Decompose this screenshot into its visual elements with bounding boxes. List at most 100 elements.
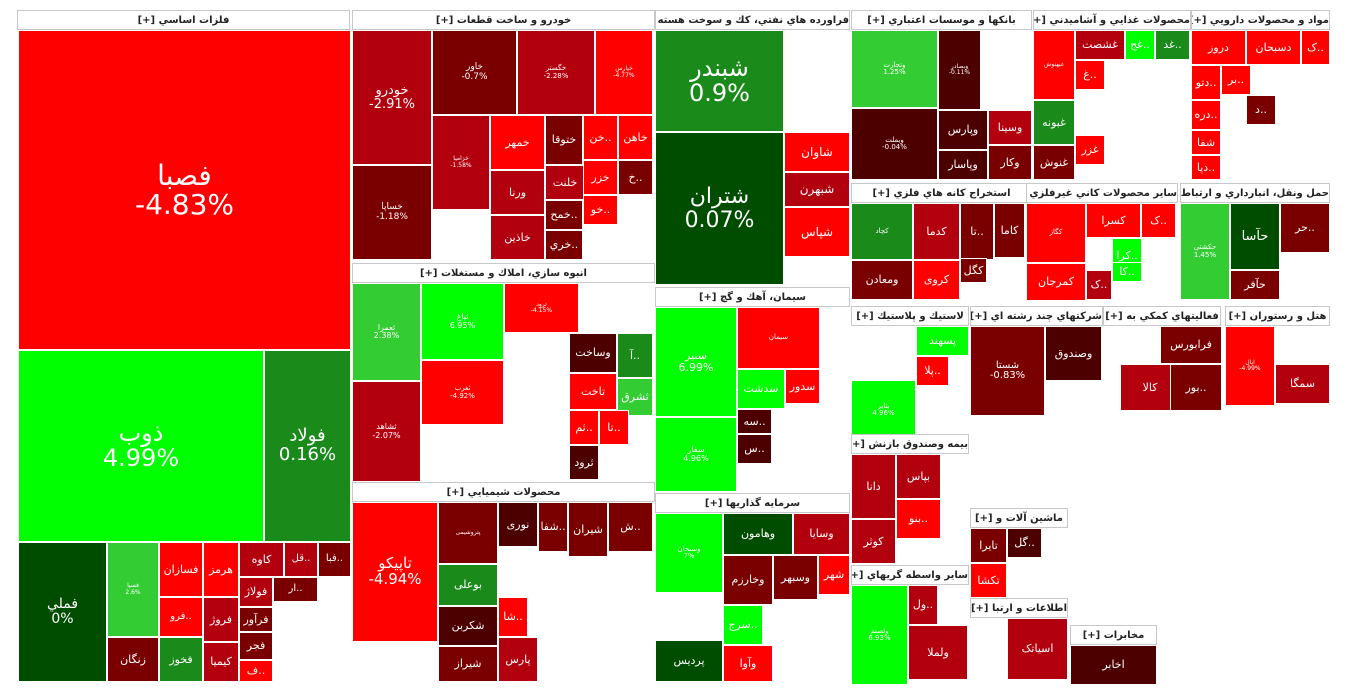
sector-header[interactable]: استخراج كانه هاي فلزي [+] — [851, 183, 1032, 203]
stock-tile[interactable]: تاخت — [569, 373, 617, 410]
stock-tile[interactable]: فخوز — [159, 637, 203, 682]
stock-tile[interactable]: حآفر — [1230, 270, 1280, 300]
stock-tile[interactable]: اخابر — [1070, 645, 1157, 685]
stock-tile[interactable]: ..خري — [545, 230, 583, 260]
stock-tile[interactable]: سیمان — [737, 307, 820, 369]
stock-tile[interactable]: وسبحان 7% — [655, 513, 723, 593]
sector-header[interactable]: خودرو و ساخت قطعات [+] — [352, 10, 655, 30]
stock-tile[interactable]: خاذین — [490, 215, 545, 260]
sector-header[interactable]: محصولات غذايي و آشاميدني [+] — [1033, 10, 1191, 30]
stock-tile[interactable]: ..ار — [273, 577, 318, 602]
stock-tile[interactable]: ..بور — [1170, 364, 1222, 411]
stock-tile[interactable]: تاپیکو -4.94% — [352, 502, 438, 642]
stock-tile[interactable]: شفا — [1191, 130, 1221, 155]
stock-tile[interactable]: کروی — [913, 260, 960, 300]
stock-tile[interactable]: فرآور — [239, 607, 273, 632]
stock-tile[interactable]: ..خو — [583, 195, 618, 225]
stock-tile[interactable]: بوعلی — [438, 564, 498, 606]
stock-tile[interactable]: دروز — [1191, 30, 1246, 65]
stock-tile[interactable]: خاهن — [618, 115, 653, 160]
stock-tile[interactable]: ..دپا — [1191, 155, 1221, 180]
stock-tile[interactable]: ..ک — [1141, 203, 1176, 238]
stock-tile[interactable]: ..تا — [599, 410, 629, 445]
stock-tile[interactable]: ..فرو — [159, 597, 203, 637]
sector-header[interactable]: مخابرات [+] — [1070, 625, 1157, 645]
stock-tile[interactable]: ومعادن — [851, 260, 913, 300]
stock-tile[interactable]: ثباغ 6.95% — [421, 283, 504, 360]
stock-tile[interactable]: ..شفا — [538, 502, 568, 552]
sector-header[interactable]: لاستيك و پلاستيك [+] — [851, 306, 969, 326]
stock-tile[interactable]: فرابورس — [1160, 326, 1222, 364]
stock-tile[interactable]: ..غج — [1125, 30, 1155, 60]
stock-tile[interactable]: ..قل — [284, 542, 318, 577]
stock-tile[interactable]: ..شا — [498, 597, 528, 637]
stock-tile[interactable]: شیراز — [438, 646, 498, 682]
stock-tile[interactable]: شبهرن — [784, 172, 850, 207]
stock-tile[interactable]: خمهر — [490, 115, 545, 170]
stock-tile[interactable]: فولاژ — [239, 577, 273, 607]
stock-tile[interactable]: حآسا — [1230, 203, 1280, 270]
sector-header[interactable]: ساير محصولات كاني غيرفلزي [+] — [1026, 183, 1178, 203]
stock-tile[interactable]: غزر — [1075, 135, 1105, 165]
stock-tile[interactable]: ..کا — [1112, 262, 1142, 282]
stock-tile[interactable]: وسبهر — [773, 555, 818, 600]
stock-tile[interactable]: ولصنم 6.93% — [851, 585, 908, 685]
stock-tile[interactable]: ..س — [737, 434, 772, 464]
stock-tile[interactable]: سنیر 6.99% — [655, 307, 737, 417]
stock-tile[interactable]: کیمیا — [203, 642, 239, 682]
sector-header[interactable]: شركتهاي چند رشته اي [+] — [970, 306, 1103, 326]
stock-tile[interactable]: ثشاهد -2.07% — [352, 381, 421, 482]
stock-tile[interactable]: وپارس — [938, 110, 988, 150]
stock-tile[interactable]: ..ش — [608, 502, 653, 552]
stock-tile[interactable]: ..ک — [1086, 270, 1112, 300]
stock-tile[interactable]: ثعمرا 2.38% — [352, 283, 421, 381]
stock-tile[interactable]: ..د — [1246, 95, 1276, 125]
sector-header[interactable]: حمل ونقل، انبارداري و ارتباط [+] — [1180, 183, 1330, 203]
stock-tile[interactable]: ..ف — [239, 660, 273, 682]
stock-tile[interactable]: پارس — [498, 637, 538, 682]
stock-tile[interactable]: شیران — [568, 502, 608, 557]
sector-header[interactable]: هتل و رستوران [+] — [1225, 306, 1330, 326]
stock-tile[interactable]: دسبحان — [1246, 30, 1301, 65]
stock-tile[interactable]: ..سرج — [723, 605, 763, 645]
stock-tile[interactable]: ..غ — [1075, 60, 1105, 90]
stock-tile[interactable]: ثرود -4.15% — [504, 283, 579, 333]
stock-tile[interactable]: فروژ — [203, 597, 239, 642]
stock-tile[interactable]: ..پلا — [916, 356, 949, 386]
stock-tile[interactable]: شهر — [818, 555, 850, 595]
stock-tile[interactable]: حکشتی 1.45% — [1180, 203, 1230, 300]
stock-tile[interactable]: هرمز — [203, 542, 239, 597]
stock-tile[interactable]: سدشت — [737, 369, 785, 409]
stock-tile[interactable]: ..ثم — [569, 410, 599, 445]
sector-header[interactable]: فراورده هاي نفتي، كك و سوخت هسته اي [+] — [655, 10, 850, 30]
stock-tile[interactable]: بپاس — [896, 454, 941, 499]
stock-tile[interactable]: وسینا — [988, 110, 1032, 145]
stock-tile[interactable]: خزامیا -1.58% — [432, 115, 490, 210]
stock-tile[interactable]: فصبا -4.83% — [18, 30, 351, 350]
stock-tile[interactable]: ..گل — [1007, 528, 1042, 558]
stock-tile[interactable]: کاما — [994, 203, 1025, 258]
stock-tile[interactable]: کگل — [960, 258, 987, 283]
stock-tile[interactable]: کوثر — [851, 519, 896, 564]
stock-tile[interactable]: وساخت — [569, 333, 617, 373]
stock-tile[interactable]: کچاد — [851, 203, 913, 260]
stock-tile[interactable]: سفار 4.96% — [655, 417, 737, 492]
stock-tile[interactable]: خپارس -4.77% — [595, 30, 653, 115]
stock-tile[interactable]: ..آ — [617, 333, 653, 378]
stock-tile[interactable]: تایرا — [970, 528, 1007, 563]
stock-tile[interactable]: ..فبا — [318, 542, 351, 577]
stock-tile[interactable]: ..خن — [583, 115, 618, 160]
stock-tile[interactable]: غبونه — [1033, 100, 1075, 145]
stock-tile[interactable]: ذوب 4.99% — [18, 350, 264, 542]
stock-tile[interactable]: وسایا — [793, 513, 850, 555]
stock-tile[interactable]: خگستر -2.28% — [517, 30, 595, 115]
stock-tile[interactable]: فولاد 0.16% — [264, 350, 351, 542]
stock-tile[interactable]: فسازان — [159, 542, 203, 597]
sector-header[interactable]: محصولات شيميايي [+] — [352, 482, 655, 502]
stock-tile[interactable]: زنگان — [107, 637, 159, 682]
stock-tile[interactable]: اپال -4.99% — [1225, 326, 1275, 406]
sector-header[interactable]: سرمايه گذاريها [+] — [655, 493, 850, 513]
stock-tile[interactable]: وصندوق — [1045, 326, 1102, 381]
stock-tile[interactable]: وپاسار — [938, 150, 988, 180]
stock-tile[interactable]: ..خ — [618, 160, 653, 195]
